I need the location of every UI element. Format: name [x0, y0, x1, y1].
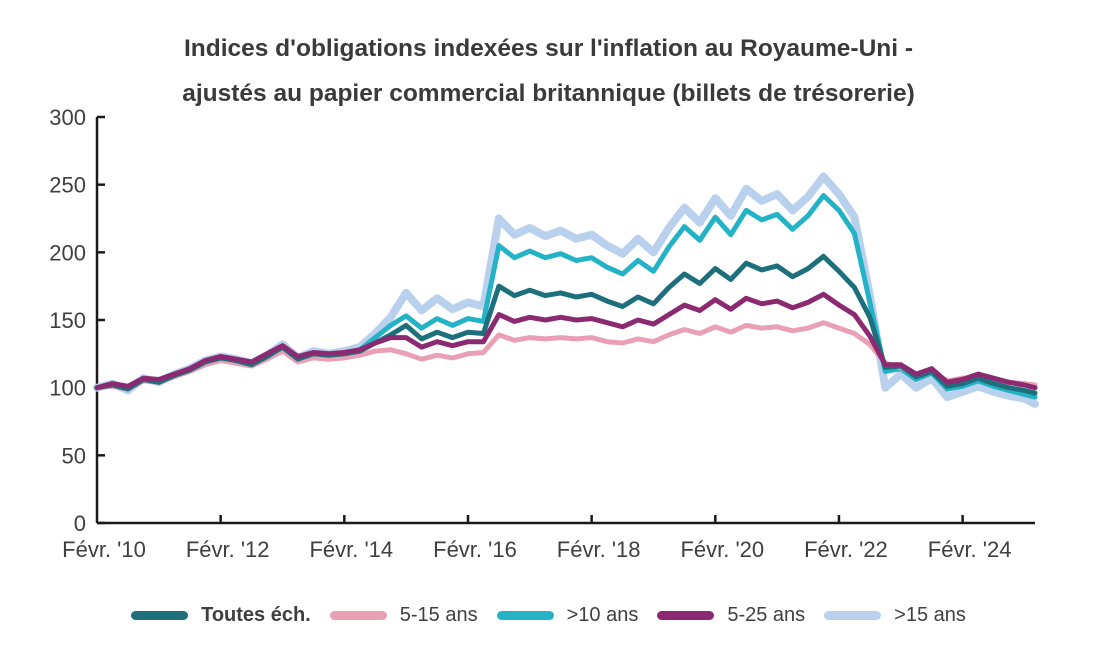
legend-swatch-5-25-ans [657, 611, 715, 620]
y-tick-label: 150 [49, 308, 86, 333]
legend-label-gt-15-ans: >15 ans [894, 604, 966, 626]
y-tick-label: 50 [62, 443, 86, 468]
y-tick-label: 0 [74, 511, 86, 536]
legend-label-gt-10-ans: >10 ans [566, 604, 639, 626]
x-tick-label: Févr. '10 [62, 537, 146, 562]
chart-legend: Toutes éch. 5-15 ans >10 ans 5-25 ans >1… [0, 604, 1097, 627]
y-tick-label: 300 [49, 105, 86, 130]
series-line-5-25-ans [94, 291, 1038, 391]
x-tick-label: Févr. '16 [433, 537, 517, 562]
x-tick-label: Févr. '22 [804, 537, 888, 562]
legend-label-5-15-ans: 5-15 ans [399, 604, 478, 626]
chart-title-line1: Indices d'obligations indexées sur l'inf… [183, 35, 914, 62]
chart-title: Indices d'obligations indexées sur l'inf… [0, 26, 1097, 116]
legend-swatch-gt-15-ans [824, 611, 882, 620]
chart-title-line2: ajustés au papier commercial britannique… [182, 80, 915, 107]
axes [95, 115, 1035, 525]
y-tick-label: 100 [49, 376, 86, 401]
legend-item-gt-15-ans: >15 ans [824, 604, 966, 627]
legend-swatch-5-15-ans [329, 611, 387, 620]
legend-item-5-25-ans: 5-25 ans [657, 604, 805, 627]
legend-label-toutes-ech: Toutes éch. [201, 604, 311, 626]
legend-label-5-25-ans: 5-25 ans [727, 604, 806, 626]
x-tick-label: Févr. '20 [680, 537, 764, 562]
legend-swatch-toutes-ech [131, 611, 189, 620]
legend-item-5-15-ans: 5-15 ans [329, 604, 478, 627]
legend-item-toutes-ech: Toutes éch. [131, 604, 311, 627]
x-tick-label: Févr. '14 [309, 537, 393, 562]
x-tick-label: Févr. '12 [186, 537, 270, 562]
x-tick-label: Févr. '24 [928, 537, 1012, 562]
series-line-toutes-ech [94, 253, 1038, 396]
axis-labels: 0 50 100 150 200 250 300 Févr. '10 Févr. '12 Févr… [49, 105, 1011, 562]
legend-swatch-gt-10-ans [496, 611, 554, 620]
x-tick-label: Févr. '18 [557, 537, 641, 562]
legend-item-gt-10-ans: >10 ans [496, 604, 639, 627]
y-tick-label: 200 [49, 240, 86, 265]
y-tick-label: 250 [49, 173, 86, 198]
